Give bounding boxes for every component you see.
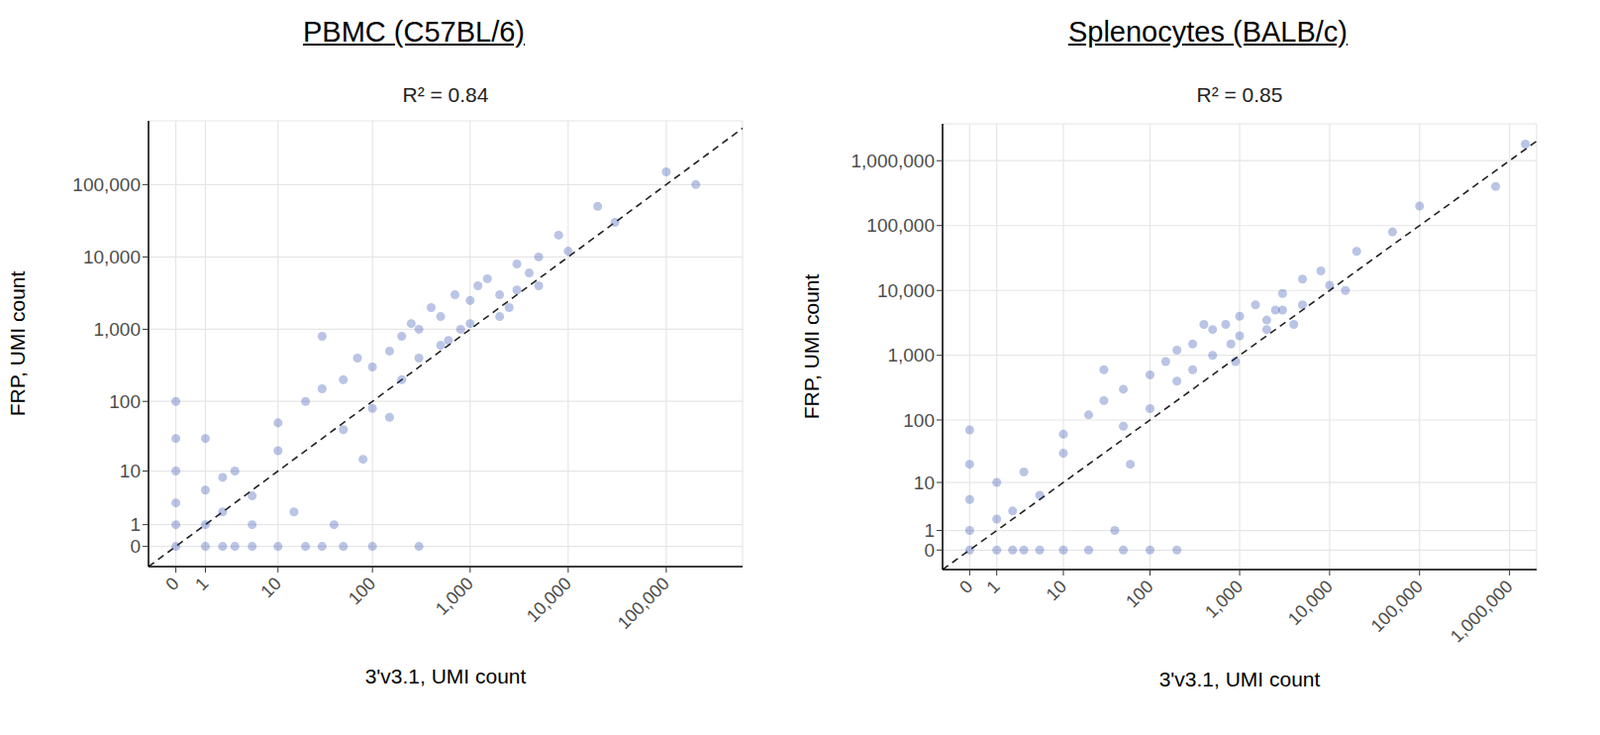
- svg-text:10,000: 10,000: [83, 246, 141, 268]
- svg-text:1: 1: [191, 573, 212, 595]
- html-text:R² = 0.85: R² = 0.85: [1196, 83, 1283, 106]
- svg-text:1: 1: [983, 576, 1004, 598]
- svg-text:100,000: 100,000: [613, 573, 674, 633]
- html-text:Splenocytes (BALB/c): Splenocytes (BALB/c): [1068, 15, 1348, 48]
- svg-text:FRP, UMI count: FRP, UMI count: [7, 271, 29, 417]
- svg-text:100: 100: [1121, 576, 1157, 611]
- svg-text:10,000: 10,000: [522, 573, 576, 626]
- svg-text:1: 1: [923, 519, 935, 541]
- svg-text:10,000: 10,000: [877, 280, 935, 301]
- html-text:PBMC (C57BL/6): PBMC (C57BL/6): [302, 15, 525, 48]
- svg-text:0: 0: [955, 576, 977, 598]
- svg-text:10: 10: [1042, 576, 1071, 604]
- svg-text:1,000,000: 1,000,000: [1446, 576, 1517, 647]
- svg-text:0: 0: [161, 573, 183, 595]
- svg-text:10,000: 10,000: [1284, 576, 1337, 629]
- svg-text:10: 10: [257, 573, 286, 601]
- svg-text:3'v3.1, UMI count: 3'v3.1, UMI count: [365, 664, 527, 688]
- svg-text:0: 0: [129, 535, 141, 557]
- svg-text:10: 10: [913, 472, 935, 494]
- svg-text:1: 1: [129, 513, 141, 535]
- svg-text:100,000: 100,000: [1367, 576, 1427, 636]
- svg-text:1,000,000: 1,000,000: [850, 150, 935, 172]
- svg-text:1,000: 1,000: [93, 318, 141, 340]
- svg-text:100,000: 100,000: [72, 174, 141, 196]
- svg-text:100,000: 100,000: [866, 214, 935, 236]
- svg-text:100: 100: [902, 409, 935, 431]
- svg-text:1,000: 1,000: [887, 344, 935, 366]
- svg-text:1,000: 1,000: [431, 573, 478, 619]
- html-text:R² = 0.84: R² = 0.84: [402, 83, 489, 106]
- svg-text:1,000: 1,000: [1200, 576, 1247, 622]
- svg-text:10: 10: [119, 460, 141, 482]
- svg-text:FRP, UMI count: FRP, UMI count: [801, 274, 823, 420]
- svg-text:3'v3.1, UMI count: 3'v3.1, UMI count: [1159, 667, 1321, 691]
- svg-text:100: 100: [108, 391, 141, 412]
- svg-text:100: 100: [344, 573, 380, 608]
- svg-text:0: 0: [923, 539, 935, 561]
